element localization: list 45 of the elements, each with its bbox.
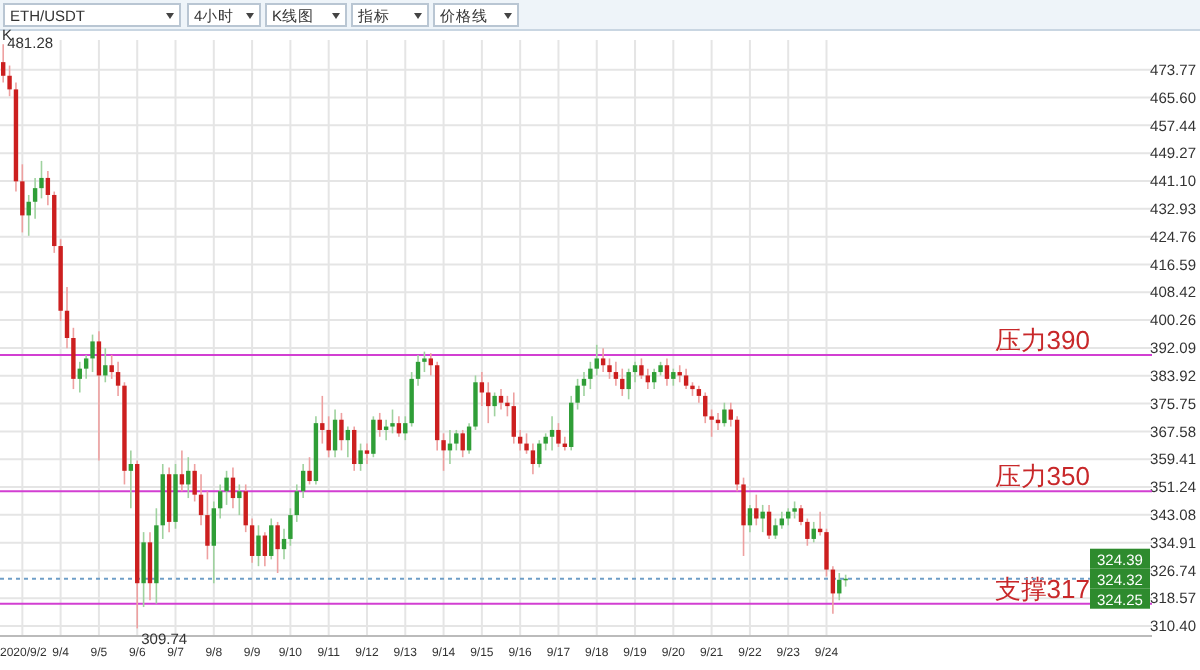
candlestick: [626, 367, 631, 401]
candlestick: [460, 429, 465, 458]
candlestick: [498, 388, 504, 411]
candlestick: [511, 391, 516, 445]
candlestick: [96, 330, 102, 462]
candlestick: [556, 422, 561, 448]
candlestick: [90, 333, 95, 373]
candlestick: [269, 517, 274, 561]
candlestick: [530, 442, 536, 476]
candlestick: [600, 347, 606, 373]
candlestick: [664, 357, 670, 387]
candlestick: [128, 449, 134, 510]
candlestick: [275, 521, 280, 574]
candlestick: [581, 371, 587, 397]
candlestick: [390, 408, 395, 435]
candlestick: [492, 391, 497, 418]
candlestick: [0, 43, 6, 84]
candlestick: [594, 344, 599, 377]
candlestick: [147, 531, 153, 602]
candlestick: [364, 442, 370, 465]
candlestick: [549, 415, 555, 452]
candlestick: [141, 531, 146, 608]
ref-line-label: 压力350: [994, 461, 1090, 492]
ref-line-label: 支撑317: [994, 573, 1090, 604]
candlestick: [747, 504, 753, 533]
candlestick: [632, 361, 638, 384]
candlestick: [766, 504, 772, 540]
candlestick: [307, 456, 312, 486]
candlestick: [722, 401, 727, 428]
candlestick: [645, 367, 650, 390]
candlestick: [537, 439, 542, 469]
candlestick: [103, 347, 108, 384]
candlestick: [339, 412, 344, 452]
candlestick: [166, 466, 172, 533]
candlestick: [358, 442, 363, 472]
candlestick: [173, 463, 178, 530]
ref-line-label: 压力390: [994, 325, 1090, 356]
candlestick: [237, 483, 242, 516]
candlestick: [760, 504, 765, 533]
candlestick: [773, 517, 778, 540]
candlestick: [754, 493, 759, 527]
candlestick: [256, 524, 261, 567]
candlestick: [683, 367, 689, 390]
candlestick: [371, 415, 376, 458]
candlestick: [352, 425, 357, 472]
